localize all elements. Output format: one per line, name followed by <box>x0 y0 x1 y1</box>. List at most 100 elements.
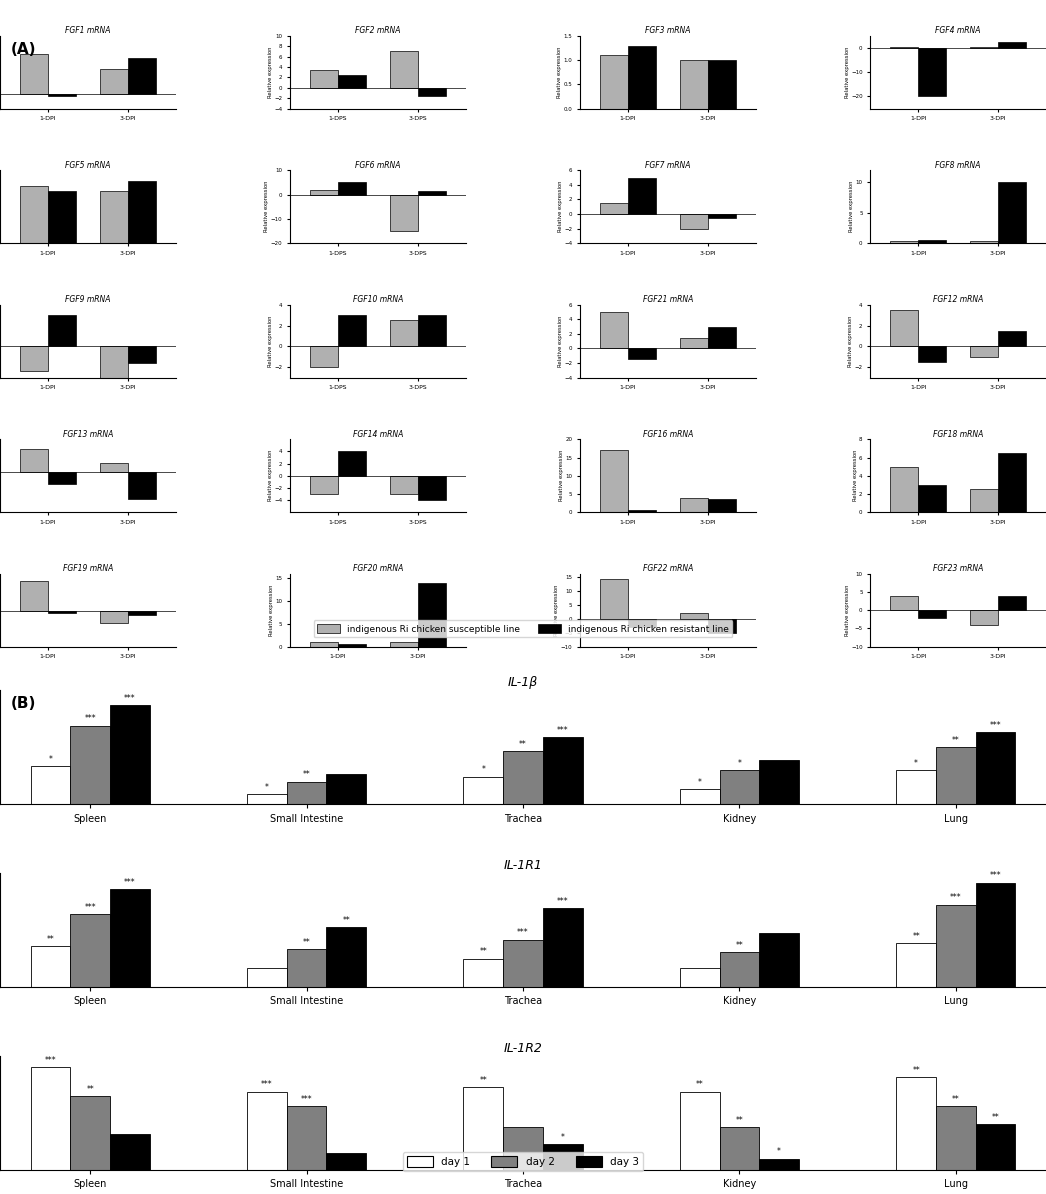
Bar <box>390 475 418 494</box>
Bar <box>310 475 338 494</box>
Bar <box>326 927 366 987</box>
Bar <box>48 94 76 97</box>
Text: ***: *** <box>45 1055 56 1065</box>
Bar <box>30 767 70 805</box>
Bar <box>338 645 366 647</box>
Text: **: ** <box>912 931 920 941</box>
Text: **: ** <box>952 1095 959 1103</box>
Bar <box>310 642 338 647</box>
Bar <box>918 346 947 362</box>
Bar <box>247 968 287 987</box>
Bar <box>720 1127 759 1170</box>
Text: ***: *** <box>124 694 136 703</box>
Text: ***: *** <box>556 726 568 736</box>
Y-axis label: Relative expression: Relative expression <box>852 450 858 501</box>
Bar <box>896 943 936 987</box>
Title: IL-1β: IL-1β <box>508 676 538 689</box>
Bar <box>600 579 628 618</box>
Bar <box>99 462 128 473</box>
Bar <box>970 610 998 624</box>
Y-axis label: Relative expression: Relative expression <box>269 585 274 636</box>
Bar <box>680 968 720 987</box>
Bar <box>680 1091 720 1170</box>
Title: IL-1R2: IL-1R2 <box>503 1041 543 1054</box>
Text: **: ** <box>519 740 527 749</box>
Bar <box>708 327 736 349</box>
Bar <box>708 618 736 633</box>
Bar <box>628 618 656 627</box>
Text: **: ** <box>302 770 311 780</box>
Y-axis label: Relative expression: Relative expression <box>560 450 564 501</box>
Text: **: ** <box>912 1066 920 1075</box>
Bar <box>463 776 503 805</box>
Bar <box>287 782 326 805</box>
Text: ***: *** <box>301 1095 313 1103</box>
Title: FGF18 mRNA: FGF18 mRNA <box>933 430 983 438</box>
Bar <box>390 51 418 87</box>
Bar <box>998 596 1026 610</box>
Title: FGF12 mRNA: FGF12 mRNA <box>933 295 983 304</box>
Y-axis label: Relative expression: Relative expression <box>268 315 273 367</box>
Bar <box>310 69 338 87</box>
Title: FGF23 mRNA: FGF23 mRNA <box>933 564 983 573</box>
Bar <box>708 499 736 512</box>
Bar <box>680 338 708 349</box>
Bar <box>970 241 998 244</box>
Bar <box>600 55 628 109</box>
Bar <box>543 1144 583 1170</box>
Bar <box>128 180 156 244</box>
Title: FGF21 mRNA: FGF21 mRNA <box>643 295 693 304</box>
Text: *: * <box>698 778 702 787</box>
Bar <box>20 54 48 94</box>
Bar <box>110 888 150 987</box>
Text: **: ** <box>479 1076 487 1085</box>
Bar <box>890 467 918 512</box>
Bar <box>936 747 976 805</box>
Bar <box>680 498 708 512</box>
Bar <box>110 706 150 805</box>
Bar <box>390 642 418 647</box>
Title: FGF14 mRNA: FGF14 mRNA <box>353 430 403 438</box>
Bar <box>976 1125 1016 1170</box>
Bar <box>680 214 708 228</box>
Bar <box>918 240 947 244</box>
Title: FGF1 mRNA: FGF1 mRNA <box>65 26 111 35</box>
Text: *: * <box>481 765 485 774</box>
Bar <box>48 473 76 484</box>
Bar <box>390 195 418 230</box>
Bar <box>287 1106 326 1170</box>
Bar <box>418 87 446 96</box>
Bar <box>896 770 936 805</box>
Legend: indigenous Ri chicken susceptible line, indigenous Ri chicken resistant line: indigenous Ri chicken susceptible line, … <box>314 621 732 638</box>
Text: *: * <box>48 755 52 764</box>
Y-axis label: Relative expression: Relative expression <box>268 47 273 98</box>
Text: ***: *** <box>556 897 568 906</box>
Text: *: * <box>737 759 742 768</box>
Title: FGF9 mRNA: FGF9 mRNA <box>65 295 111 304</box>
Bar <box>976 732 1016 805</box>
Text: **: ** <box>735 1116 744 1125</box>
Title: IL-1R1: IL-1R1 <box>503 858 543 872</box>
Text: **: ** <box>47 935 54 943</box>
Bar <box>338 451 366 475</box>
Bar <box>918 48 947 97</box>
Y-axis label: Relative expression: Relative expression <box>849 181 855 233</box>
Y-axis label: Relative expression: Relative expression <box>554 585 560 636</box>
Bar <box>99 191 128 244</box>
Bar <box>720 953 759 987</box>
Text: ***: *** <box>262 1081 273 1089</box>
Bar <box>326 1153 366 1170</box>
Title: FGF13 mRNA: FGF13 mRNA <box>63 430 113 438</box>
Text: *: * <box>561 1133 565 1143</box>
Text: **: ** <box>302 938 311 947</box>
Title: FGF2 mRNA: FGF2 mRNA <box>356 26 401 35</box>
Bar <box>759 1158 799 1170</box>
Y-axis label: Relative expression: Relative expression <box>844 585 849 636</box>
Bar <box>20 346 48 371</box>
Bar <box>503 751 543 805</box>
Bar <box>247 1091 287 1170</box>
Y-axis label: Relative expression: Relative expression <box>268 450 273 501</box>
Bar <box>970 490 998 512</box>
Title: FGF4 mRNA: FGF4 mRNA <box>935 26 981 35</box>
Bar <box>890 310 918 346</box>
